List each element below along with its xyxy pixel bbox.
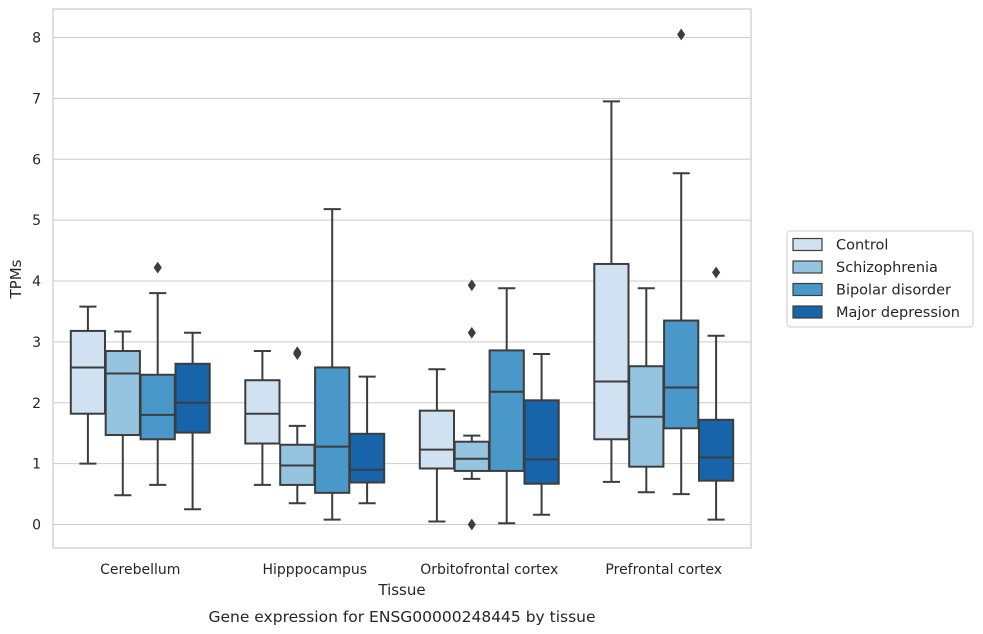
legend-frame <box>786 230 974 328</box>
legend-label: Control <box>836 238 888 254</box>
box-series <box>69 28 735 531</box>
x-tick-label: Hipppocampus <box>262 562 367 578</box>
box-control <box>244 350 281 486</box>
box-major-depression <box>348 375 386 505</box>
box-iqr <box>418 409 456 470</box>
outlier-point <box>153 261 162 274</box>
x-tick-label: Orbitofrontal cortex <box>420 562 558 578</box>
box-bipolar-disorder <box>663 28 700 496</box>
outlier-point <box>677 28 686 41</box>
y-tick-labels: 0 1 2 3 4 5 6 7 8 <box>32 31 41 534</box>
y-tick-label: 1 <box>32 457 41 473</box>
y-tick-label: 2 <box>32 396 41 412</box>
outlier-point <box>293 346 302 359</box>
y-tick-label: 5 <box>32 213 41 229</box>
box-control <box>418 368 456 523</box>
legend-label: Bipolar disorder <box>836 283 951 299</box>
y-tick-label: 3 <box>32 335 41 351</box>
box-iqr <box>314 366 351 494</box>
legend-swatch <box>792 260 823 274</box>
box-iqr <box>69 329 107 415</box>
y-tick-label: 8 <box>32 31 41 47</box>
x-tick-label: Prefrontal cortex <box>605 562 722 578</box>
outlier-point <box>467 518 476 531</box>
box-iqr <box>593 262 630 441</box>
box-bipolar-disorder <box>139 261 176 486</box>
legend: Control Schizophrenia Bipolar disorder Majo… <box>786 230 974 328</box>
box-iqr <box>453 440 490 472</box>
legend-swatch <box>792 237 823 252</box>
plot-frame <box>52 8 752 549</box>
outlier-point <box>467 279 476 292</box>
box-iqr <box>174 362 211 434</box>
box-iqr <box>104 350 141 437</box>
box-iqr <box>488 349 525 472</box>
y-tick-label: 7 <box>32 91 41 107</box>
legend-label: Major depression <box>836 305 960 321</box>
box-control <box>593 100 630 483</box>
box-iqr <box>697 418 735 482</box>
y-tick-label: 4 <box>32 274 41 290</box>
x-tick-label: Cerebellum <box>100 562 180 578</box>
outlier-point <box>712 266 721 279</box>
legend-label: Schizophrenia <box>836 260 938 276</box>
box-iqr <box>348 432 386 484</box>
x-axis-label: Tissue <box>377 581 425 599</box>
box-major-depression <box>174 331 211 511</box>
box-iqr <box>244 379 281 445</box>
box-schizophrenia <box>453 279 490 531</box>
legend-swatch <box>792 282 823 297</box>
box-iqr <box>523 399 560 485</box>
box-schizophrenia <box>628 287 665 494</box>
x-tick-labels: Cerebellum Hipppocampus Orbitofrontal cort… <box>100 562 722 578</box>
outlier-point <box>467 326 476 339</box>
y-tick-label: 0 <box>32 518 41 534</box>
box-bipolar-disorder <box>488 287 525 525</box>
box-bipolar-disorder <box>314 208 351 521</box>
y-axis-label: TPMs <box>7 259 25 299</box>
legend-swatch <box>792 305 823 319</box>
box-iqr <box>139 373 176 441</box>
y-tick-label: 6 <box>32 152 41 168</box>
box-major-depression <box>523 353 560 516</box>
chart-caption: Gene expression for ENSG00000248445 by t… <box>208 608 595 626</box>
box-iqr <box>663 319 700 430</box>
box-major-depression <box>697 266 735 521</box>
box-control <box>69 305 107 465</box>
